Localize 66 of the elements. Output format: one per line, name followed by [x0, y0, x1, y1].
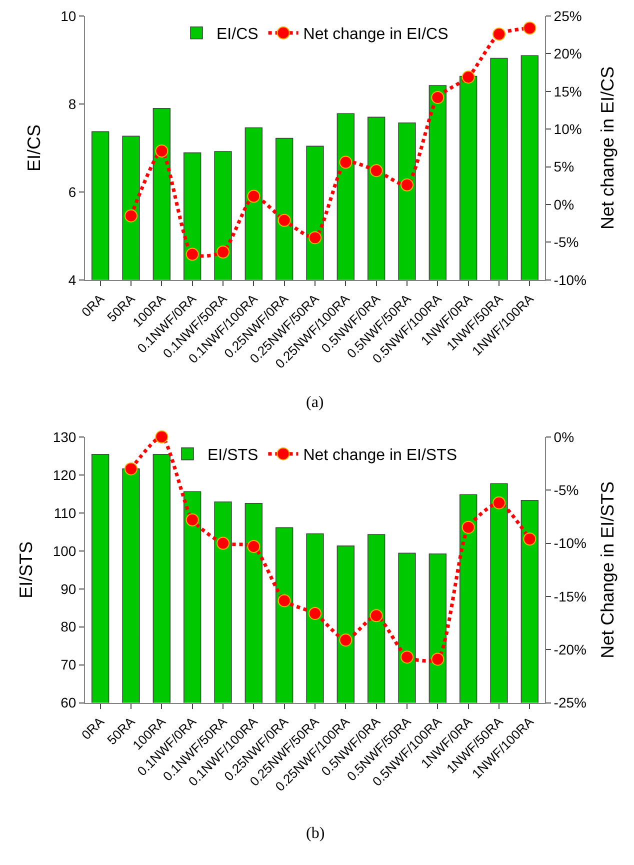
point: [124, 462, 138, 476]
y-tick-label: 80: [60, 618, 76, 635]
y2-tick-label: 5%: [554, 158, 574, 175]
y2-tick-label: -25%: [554, 694, 586, 711]
y-tick-label: 6: [68, 184, 76, 200]
y2-tick-label: -10%: [554, 272, 586, 288]
y2-tick-label: 0%: [554, 196, 574, 212]
legend-label: Net change in EI/CS: [303, 26, 448, 44]
point: [523, 22, 536, 35]
y2-axis-title: Net Change in EI/STS: [598, 481, 618, 658]
point: [186, 248, 199, 261]
point: [155, 144, 168, 158]
point: [339, 634, 352, 647]
y-tick-label: 4: [68, 272, 76, 288]
y2-tick-label: 25%: [554, 8, 582, 24]
point: [400, 650, 414, 664]
y2-axis-title: Net change in EI/CS: [598, 66, 618, 230]
point: [247, 540, 260, 553]
point: [523, 532, 536, 546]
y-axis-title: EI/CS: [24, 124, 44, 172]
y2-tick-label: -15%: [554, 588, 586, 604]
point: [308, 231, 322, 244]
legend-label: EI/CS: [216, 26, 258, 44]
point: [278, 214, 291, 227]
point: [247, 190, 260, 203]
x-tick-label: 0RA: [78, 290, 108, 320]
point: [492, 28, 506, 41]
y2-tick-label: 20%: [554, 46, 582, 62]
point: [124, 209, 138, 222]
y-tick-label: 60: [60, 694, 76, 711]
y-tick-label: 90: [60, 580, 76, 597]
point: [278, 594, 291, 608]
y-tick-label: 8: [68, 96, 76, 112]
y-tick-label: 70: [60, 656, 76, 673]
text: (b): [306, 825, 325, 842]
y2-tick-label: 10%: [554, 121, 582, 138]
legend-label: Net change in EI/STS: [303, 447, 458, 464]
point: [492, 496, 506, 510]
y2-tick-label: -20%: [554, 642, 586, 658]
y-tick-label: 100: [52, 542, 76, 559]
y2-tick-label: -10%: [554, 535, 586, 552]
point: [431, 90, 444, 104]
point: [370, 609, 383, 622]
y-tick-label: 120: [52, 466, 76, 483]
point: [308, 606, 322, 620]
point: [400, 178, 414, 192]
point: [431, 652, 444, 666]
y2-tick-label: 15%: [554, 83, 582, 100]
y-tick-label: 110: [54, 504, 76, 521]
y-axis-title: EI/STS: [16, 541, 36, 598]
point: [216, 536, 230, 550]
y-tick-label: 130: [52, 428, 76, 445]
point: [155, 430, 168, 444]
x-tick-label: 0RA: [78, 714, 108, 743]
y2-tick-label: -5%: [554, 234, 579, 250]
text: (a): [306, 394, 324, 411]
point: [462, 520, 475, 534]
point: [370, 164, 383, 178]
point: [339, 156, 352, 169]
point: [216, 246, 230, 259]
y2-tick-label: 0%: [554, 428, 574, 445]
point: [462, 70, 475, 84]
y-tick-label: 10: [60, 8, 76, 24]
y2-tick-label: -5%: [554, 482, 579, 498]
point: [186, 513, 199, 526]
legend-label: EI/STS: [208, 447, 258, 464]
